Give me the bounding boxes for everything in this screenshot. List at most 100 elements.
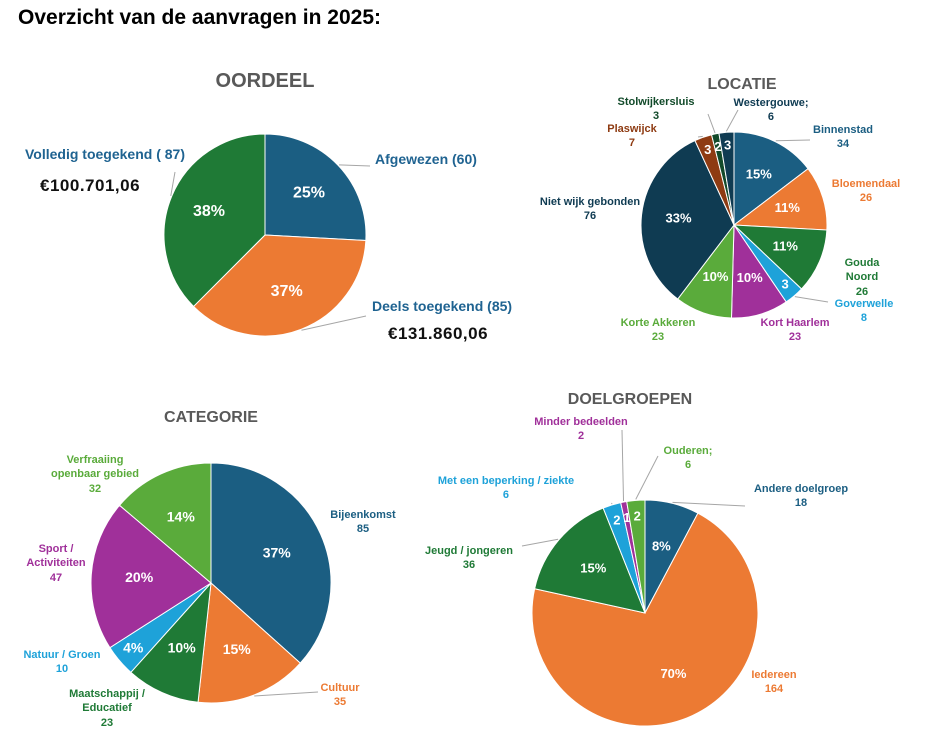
pie-slice	[531, 512, 759, 727]
pie-slice	[197, 581, 302, 704]
annotation: €131.860,06	[388, 324, 489, 343]
category-label: Minder bedeelden 2	[534, 415, 628, 444]
category-label: Binnenstad 34	[813, 123, 873, 152]
slice-label: 38%	[193, 203, 225, 220]
category-count: 6	[502, 489, 510, 502]
category-label: Korte Akkeren 23	[621, 316, 696, 345]
slice-label: 15%	[223, 641, 252, 657]
slice-label: 70%	[660, 666, 686, 681]
category-label: Cultuur 35	[320, 681, 359, 710]
category-name: Kort Haarlem	[760, 317, 830, 329]
slice-label: 2	[634, 509, 641, 524]
slice-label: 10%	[168, 639, 197, 655]
category-label: Bloemendaal 26	[832, 177, 900, 206]
pie-slice	[718, 131, 735, 226]
category-name: Deels toegekend (85)	[372, 298, 513, 314]
category-label: Verfraaiing openbaar gebied 32	[51, 453, 139, 496]
slice-label: 2	[613, 513, 620, 528]
category-name: Bijeenkomst	[330, 509, 396, 521]
slice-label: 1	[623, 510, 630, 525]
category-name: Natuur / Groen	[23, 649, 101, 661]
slice-label: 37%	[263, 544, 292, 560]
leader-line	[725, 109, 739, 132]
category-count: 35	[333, 696, 347, 709]
slice-label: 15%	[746, 166, 772, 181]
category-count: 32	[88, 482, 102, 495]
pie-slice	[264, 133, 367, 241]
category-label: Iedereen 164	[751, 668, 796, 697]
category-count: 164	[764, 683, 784, 696]
category-label: Volledig toegekend ( 87)	[25, 145, 185, 163]
category-count: 8	[860, 312, 868, 325]
category-count: 36	[462, 559, 476, 572]
slice-label: 11%	[773, 238, 799, 253]
category-count: 26	[855, 285, 869, 298]
leader-line	[521, 538, 559, 547]
slice-label: 2	[714, 139, 721, 154]
category-name: Goverwelle	[834, 298, 894, 310]
category-name: Plaswijck	[607, 123, 657, 135]
pie-slice	[732, 224, 828, 290]
category-name: Westergouwe;	[733, 97, 809, 109]
category-label: Met een beperking / ziekte 6	[438, 474, 574, 503]
category-label: Jeugd / jongeren 36	[425, 544, 513, 573]
category-name: Andere doelgroep	[753, 483, 849, 495]
category-count: 34	[836, 138, 850, 151]
slice-label: 4%	[123, 640, 144, 656]
slice-label: 10%	[702, 269, 728, 284]
category-label: Gouda Noord 26	[831, 256, 894, 299]
category-label: Andere doelgroep 18	[754, 482, 848, 511]
category-count: 6	[684, 459, 692, 472]
category-name: Niet wijk gebonden	[539, 196, 641, 208]
category-label: Afgewezen (60)	[375, 150, 477, 168]
leader-line	[697, 135, 703, 138]
category-name: Verfraaiing openbaar gebied	[50, 454, 140, 481]
category-name: Afgewezen (60)	[375, 151, 477, 167]
pie-slice	[732, 168, 828, 231]
category-count: 26	[859, 192, 873, 205]
pie-slice	[163, 133, 266, 308]
category-label: Kort Haarlem 23	[760, 316, 829, 345]
slice-label: 14%	[167, 508, 196, 524]
category-count: 23	[788, 331, 802, 344]
leader-line	[775, 139, 811, 142]
pie-slice	[192, 234, 367, 337]
category-label: Goverwelle 8	[835, 297, 894, 326]
pie-slice	[640, 139, 735, 300]
category-count: 6	[767, 111, 775, 124]
category-name: Iedereen	[751, 669, 797, 681]
category-label: Maatschappij / Educatief 23	[69, 687, 145, 730]
pie-slice	[90, 504, 212, 649]
leader-line	[621, 429, 625, 502]
category-name: Stolwijkersluis	[617, 96, 695, 108]
category-label: Bijeenkomst 85	[330, 508, 395, 537]
leader-line	[339, 164, 371, 167]
slice-label: 11%	[775, 200, 801, 215]
category-name: Volledig toegekend ( 87)	[25, 146, 185, 162]
category-count: 2	[577, 430, 585, 443]
category-count: 10	[55, 663, 69, 676]
pie-slice	[210, 462, 332, 664]
pie-slice	[118, 462, 212, 585]
category-name: Korte Akkeren	[620, 317, 696, 329]
category-label: Westergouwe; 6	[734, 96, 809, 125]
category-label: Sport / Activiteiten 47	[26, 542, 85, 585]
category-name: Jeugd / jongeren	[424, 545, 514, 557]
leader-line	[170, 171, 176, 197]
category-name: Ouderen;	[663, 445, 713, 457]
leader-line	[635, 455, 659, 500]
slice-label: 15%	[580, 561, 606, 576]
category-count: 47	[49, 571, 63, 584]
category-label: Stolwijkersluis 3	[617, 95, 694, 124]
chart-title: CATEGORIE	[164, 409, 258, 426]
category-name: Bloemendaal	[831, 178, 901, 190]
leader-line	[672, 501, 746, 507]
chart-title: LOCATIE	[707, 76, 777, 93]
category-name: Minder bedeelden	[534, 416, 628, 428]
category-count: 76	[583, 210, 597, 223]
leader-line	[794, 296, 829, 303]
slice-label: 37%	[271, 283, 303, 300]
category-name: Met een beperking / ziekte	[437, 475, 575, 487]
leader-line	[707, 113, 716, 134]
